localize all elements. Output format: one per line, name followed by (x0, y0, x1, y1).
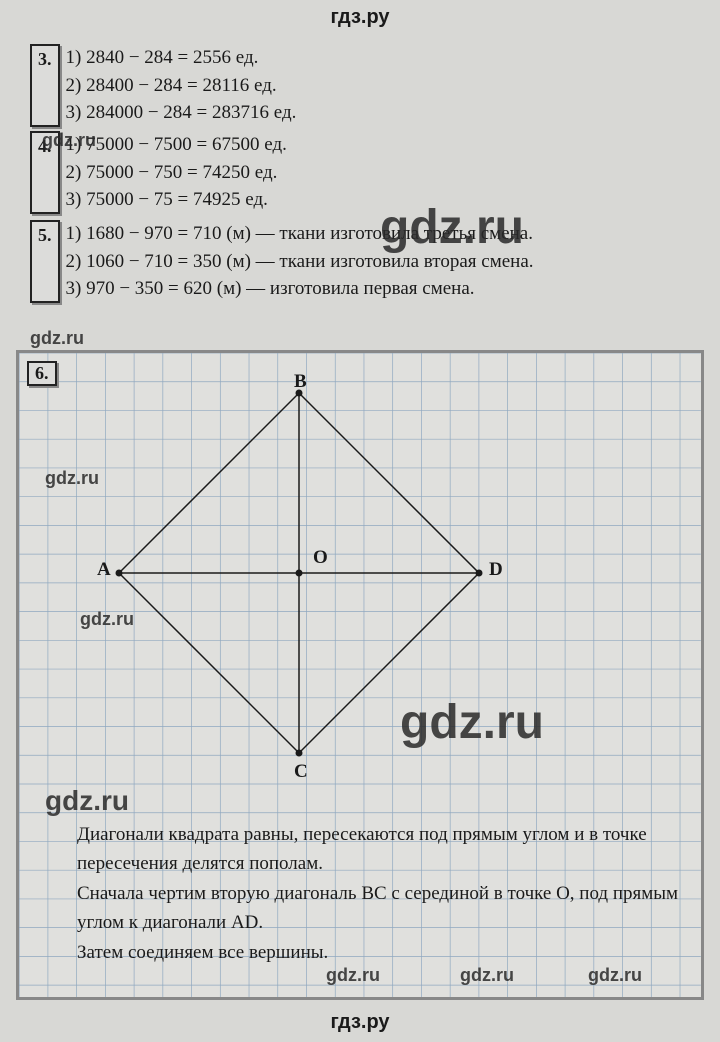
problem-6-area: 6. B A O D C Диагонали квадрата равны, п… (16, 350, 704, 1000)
problem-3-line-2: 2) 28400 − 284 = 28116 ед. (66, 72, 691, 100)
diagram-label-A: A (97, 559, 111, 581)
header-site: гдз.ру (0, 6, 720, 29)
problem-6-text: Диагонали квадрата равны, пересекаются п… (77, 821, 687, 970)
page: гдз.ру 3. 1) 2840 − 284 = 2556 ед. 2) 28… (0, 0, 720, 1042)
diagram-label-C: C (294, 761, 308, 783)
problem-4-line-1: 1) 75000 − 7500 = 67500 ед. (66, 131, 691, 159)
problem-4-content: 1) 75000 − 7500 = 67500 ед. 2) 75000 − 7… (66, 131, 691, 214)
problem-6-text-3: Затем соединяем все вершины. (77, 939, 687, 968)
problem-5-content: 1) 1680 − 970 = 710 (м) — ткани изготови… (66, 220, 691, 303)
diagram-label-B: B (294, 371, 307, 393)
problem-6-text-1: Диагонали квадрата равны, пересекаются п… (77, 821, 687, 878)
problem-5-line-1: 1) 1680 − 970 = 710 (м) — ткани изготови… (66, 220, 691, 248)
problem-4: 4. 1) 75000 − 7500 = 67500 ед. 2) 75000 … (30, 131, 690, 214)
problem-6-text-2: Сначала чертим вторую диагональ BC с сер… (77, 880, 687, 937)
problem-3: 3. 1) 2840 − 284 = 2556 ед. 2) 28400 − 2… (30, 44, 690, 127)
square-diagram (99, 363, 519, 783)
problem-5-line-3: 3) 970 − 350 = 620 (м) — изготовила перв… (66, 275, 691, 303)
diagram-label-O: O (313, 547, 328, 569)
problem-5-line-2: 2) 1060 − 710 = 350 (м) — ткани изготови… (66, 248, 691, 276)
problem-4-line-2: 2) 75000 − 750 = 74250 ед. (66, 159, 691, 187)
problem-5-num: 5. (30, 220, 60, 303)
problem-3-line-1: 1) 2840 − 284 = 2556 ед. (66, 44, 691, 72)
problem-3-line-3: 3) 284000 − 284 = 283716 ед. (66, 99, 691, 127)
problem-5: 5. 1) 1680 − 970 = 710 (м) — ткани изгот… (30, 220, 690, 303)
problem-4-line-3: 3) 75000 − 75 = 74925 ед. (66, 186, 691, 214)
problem-4-num: 4. (30, 131, 60, 214)
footer-site: гдз.ру (0, 1011, 720, 1034)
problem-3-content: 1) 2840 − 284 = 2556 ед. 2) 28400 − 284 … (66, 44, 691, 127)
diagram-label-D: D (489, 559, 503, 581)
problem-3-num: 3. (30, 44, 60, 127)
problem-6-num: 6. (27, 361, 57, 386)
